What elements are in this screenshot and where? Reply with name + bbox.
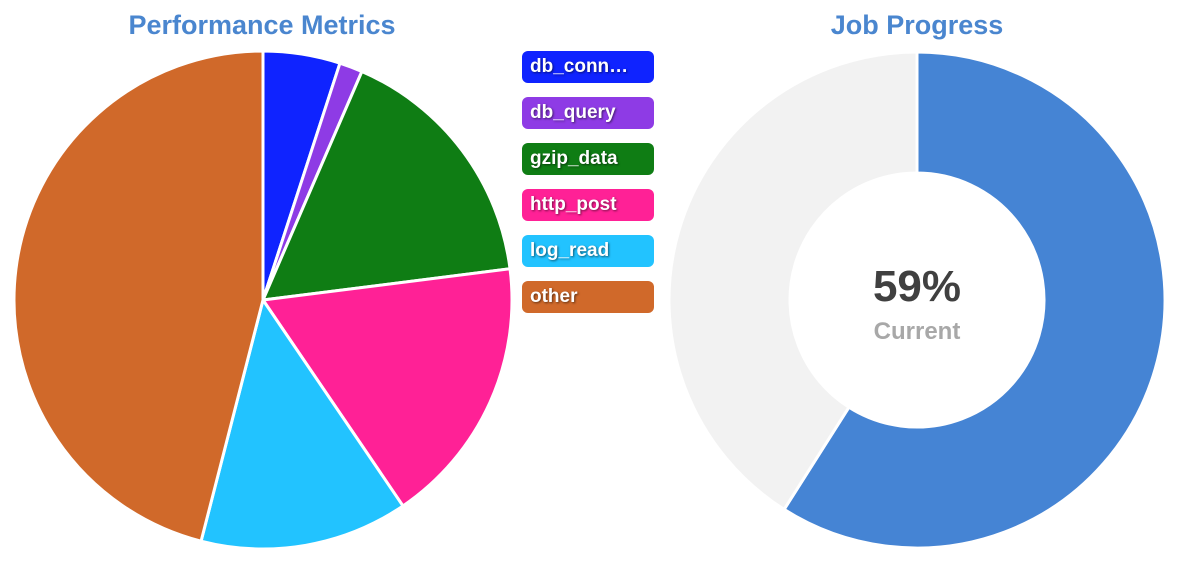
gauge-progress-fill: [782, 50, 1167, 550]
legend-item-gzip-data[interactable]: gzip_data: [522, 143, 654, 175]
legend-item-log-read[interactable]: log_read: [522, 235, 654, 267]
legend-item-db-connect[interactable]: db_conn…: [522, 51, 654, 83]
pie-chart: [12, 49, 514, 551]
pie-legend: db_conn… db_query gzip_data http_post log_re…: [522, 51, 654, 327]
legend-item-db-query[interactable]: db_query: [522, 97, 654, 129]
gauge-label: Current: [874, 318, 961, 345]
pie-slice-other[interactable]: [12, 49, 265, 543]
gauge-chart-title: Job Progress: [830, 10, 1004, 40]
legend-item-other[interactable]: other: [522, 281, 654, 313]
gauge-track: [667, 50, 919, 512]
legend-item-http-post[interactable]: http_post: [522, 189, 654, 221]
gauge-chart: 59% Current: [667, 50, 1167, 550]
pie-slice-gzip-data[interactable]: [261, 69, 512, 302]
pie-slice-log-read[interactable]: [199, 298, 405, 551]
gauge-value: 59%: [873, 262, 961, 311]
pie-chart-title: Performance Metrics: [128, 10, 396, 40]
pie-slice-http-post[interactable]: [261, 267, 514, 508]
